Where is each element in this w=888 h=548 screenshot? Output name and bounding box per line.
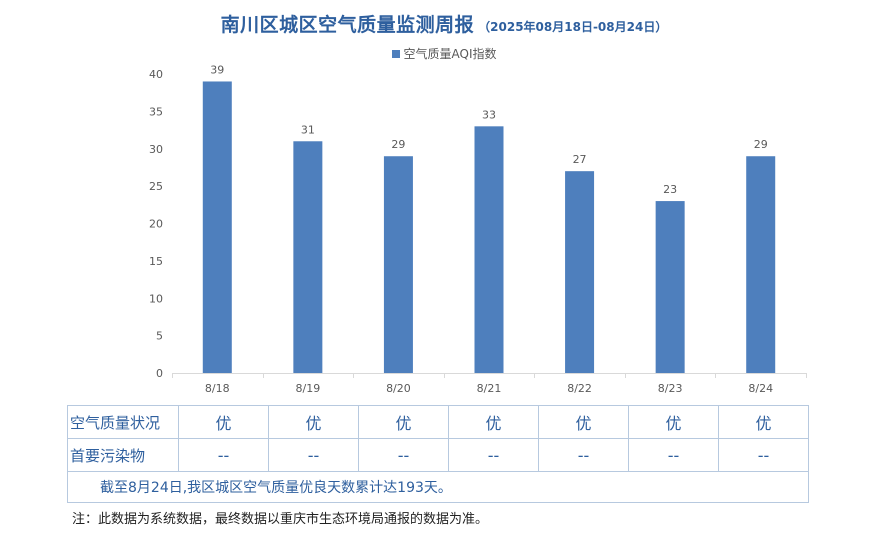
bar-chart: 0 5 10 15 20 25 30 35 40 39 8/18 31 8/19 29 8/20 33 8/21… (149, 63, 807, 395)
x-tick-label: 8/20 (386, 382, 411, 395)
bar (202, 81, 232, 373)
legend-label: 空气质量AQI指数 (403, 47, 497, 61)
bar-value-label: 23 (663, 183, 677, 196)
table-cell: 优 (628, 405, 719, 439)
bar-value-label: 29 (391, 138, 405, 151)
x-tick-label: 8/22 (567, 382, 592, 395)
x-tick-label: 8/19 (296, 382, 321, 395)
summary-text: 截至8月24日,我区城区空气质量优良天数累计达193天。 (67, 471, 809, 503)
bar (383, 156, 413, 373)
bar-value-label: 27 (573, 153, 587, 166)
table-cell: -- (628, 438, 719, 472)
table-cell: -- (538, 438, 629, 472)
footnote: 注：此数据为系统数据，最终数据以重庆市生态环境局通报的数据为准。 (72, 512, 489, 527)
table-cell: 优 (448, 405, 539, 439)
table-row-header: 首要污染物 (67, 438, 179, 472)
x-tick-label: 8/23 (658, 382, 683, 395)
table-cell: -- (718, 438, 809, 472)
table-cell: 优 (358, 405, 449, 439)
table-cell: -- (268, 438, 359, 472)
bar-value-label: 31 (301, 123, 315, 136)
y-tick-label: 40 (149, 68, 163, 81)
y-tick-label: 20 (149, 218, 163, 231)
x-tick-label: 8/18 (205, 382, 230, 395)
y-tick-label: 30 (149, 143, 163, 156)
y-tick-label: 25 (149, 180, 163, 193)
chart-legend: 空气质量AQI指数 (0, 45, 888, 62)
table-cell: 优 (268, 405, 359, 439)
bar (293, 141, 323, 373)
chart-title-date-range: （2025年08月18日-08月24日） (478, 20, 668, 34)
table-row: 首要污染物 -- -- -- -- -- -- -- (67, 438, 809, 472)
y-tick-label: 35 (149, 105, 163, 118)
bar-value-label: 39 (210, 63, 224, 76)
y-tick-label: 15 (149, 255, 163, 268)
table-row-header: 空气质量状况 (67, 405, 179, 439)
bar (565, 171, 595, 373)
bar-value-label: 33 (482, 108, 496, 121)
y-tick-label: 5 (156, 330, 163, 343)
y-tick-label: 0 (156, 367, 163, 380)
chart-title-main: 南川区城区空气质量监测周报 (220, 14, 475, 36)
chart-title: 南川区城区空气质量监测周报 （2025年08月18日-08月24日） (0, 10, 888, 37)
table-cell: 优 (718, 405, 809, 439)
air-quality-table: 空气质量状况优优优优优优优首要污染物 -- -- -- -- -- -- -- 截至8月24日,… (67, 405, 809, 503)
x-tick-label: 8/24 (748, 382, 773, 395)
table-cell: 优 (538, 405, 629, 439)
bar (655, 201, 685, 373)
x-tick-label: 8/21 (477, 382, 502, 395)
y-tick-label: 10 (149, 292, 163, 305)
table-cell: -- (448, 438, 539, 472)
legend-swatch (391, 50, 400, 58)
bar (474, 126, 504, 373)
bar-value-label: 29 (754, 138, 768, 151)
table-row: 截至8月24日,我区城区空气质量优良天数累计达193天。 (67, 471, 809, 503)
table-cell: 优 (178, 405, 269, 439)
bar (746, 156, 776, 373)
table-row: 空气质量状况优优优优优优优 (67, 405, 809, 439)
table-cell: -- (358, 438, 449, 472)
table-cell: -- (178, 438, 269, 472)
